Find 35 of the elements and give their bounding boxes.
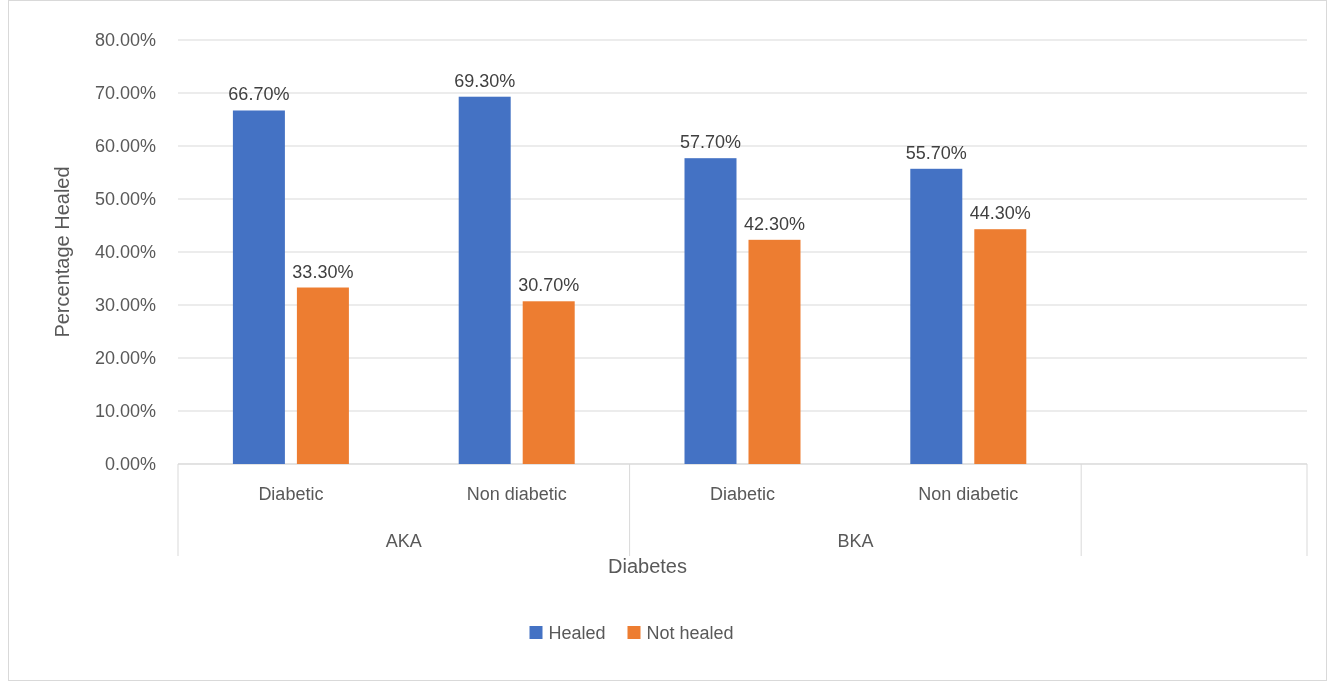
- y-axis-title: Percentage Healed: [51, 166, 73, 338]
- data-label: 33.30%: [292, 261, 354, 282]
- x-tick-label: Non diabetic: [466, 484, 567, 505]
- y-tick-label: 10.00%: [94, 401, 156, 422]
- data-label: 69.30%: [454, 70, 516, 91]
- data-label: 66.70%: [228, 84, 290, 105]
- x-tick-label: Diabetic: [258, 484, 324, 505]
- y-tick-label: 20.00%: [94, 348, 156, 369]
- x-tick-label: Diabetic: [709, 484, 776, 505]
- data-label: 30.70%: [518, 275, 580, 296]
- bar: [748, 239, 801, 464]
- x-tick-label: Non diabetic: [918, 484, 1019, 505]
- legend-label: Healed: [548, 623, 606, 644]
- bar: [684, 158, 737, 464]
- data-label: 57.70%: [679, 132, 742, 153]
- bar: [910, 168, 963, 464]
- bar: [232, 110, 285, 464]
- text: AKA: [385, 531, 422, 552]
- y-tick-label: 40.00%: [94, 242, 156, 263]
- data-label: 55.70%: [905, 142, 967, 163]
- y-tick-label: 0.00%: [104, 454, 156, 475]
- bar: [458, 96, 511, 464]
- data-label: 44.30%: [969, 203, 1031, 224]
- y-tick-label: 80.00%: [94, 30, 156, 51]
- y-tick-label: 60.00%: [94, 136, 156, 157]
- data-label: 42.30%: [743, 213, 806, 234]
- y-tick-label: 50.00%: [94, 189, 156, 210]
- text: BKA: [837, 531, 874, 552]
- bar: [522, 301, 575, 464]
- y-tick-label: 70.00%: [94, 83, 156, 104]
- legend-label: Not healed: [646, 623, 734, 644]
- y-tick-label: 30.00%: [94, 295, 156, 316]
- bar: [296, 287, 349, 464]
- x-axis-title: Diabetes: [608, 555, 687, 577]
- bar: [974, 229, 1027, 464]
